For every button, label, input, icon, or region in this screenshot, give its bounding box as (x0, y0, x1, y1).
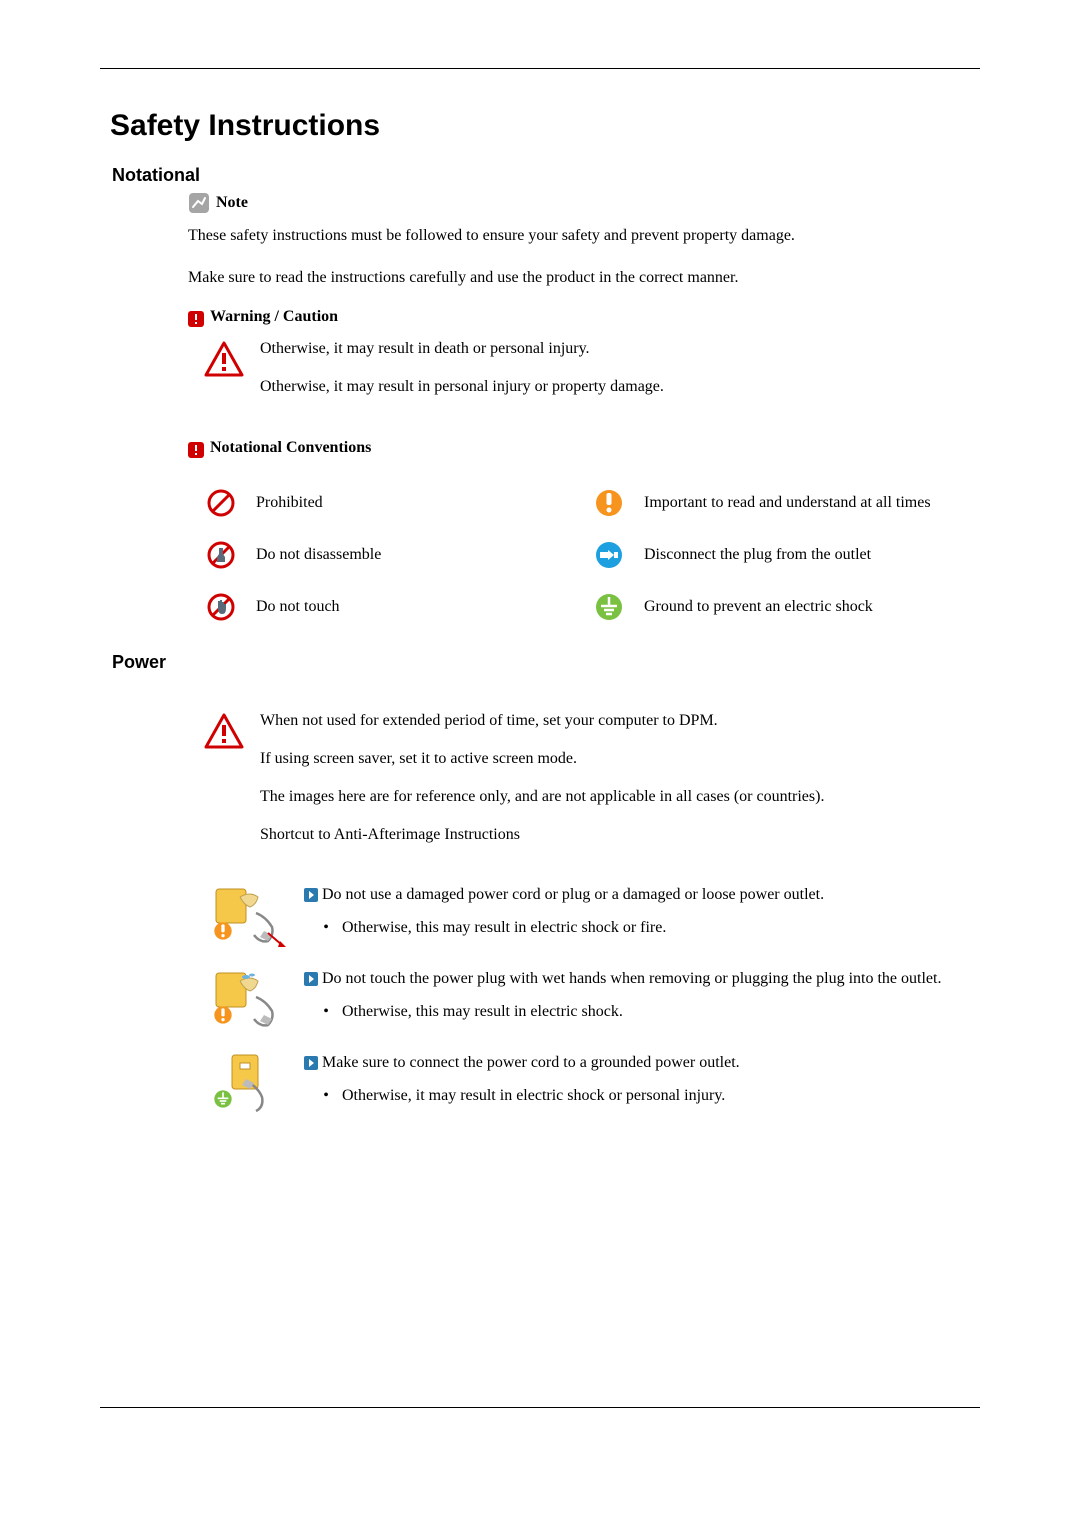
warning-triangle-icon (204, 713, 244, 756)
power-item-title: Do not use a damaged power cord or plug … (322, 883, 824, 906)
warning-heading-row: Warning / Caution (188, 308, 980, 327)
power-item-body: Do not use a damaged power cord or plug … (304, 883, 980, 939)
bullet-dot: • (318, 916, 334, 939)
power-item-body: Make sure to connect the power cord to a… (304, 1051, 980, 1107)
power-item-title: Do not touch the power plug with wet han… (322, 967, 941, 990)
convention-label: Do not touch (256, 596, 364, 618)
conventions-row: Do not disassemble Disconnect the plug f… (204, 540, 980, 570)
no-disassemble-icon (204, 540, 238, 570)
exclamation-icon (188, 442, 204, 458)
convention-cell: Important to read and understand at all … (592, 488, 980, 518)
convention-cell: Disconnect the plug from the outlet (592, 540, 980, 570)
power-item: Do not use a damaged power cord or plug … (210, 883, 980, 949)
power-item-title: Make sure to connect the power cord to a… (322, 1051, 740, 1074)
intro-paragraph-2: Make sure to read the instructions caref… (188, 266, 980, 290)
power-item: Make sure to connect the power cord to a… (210, 1051, 980, 1117)
power-item-bullet: • Otherwise, this may result in electric… (318, 1000, 968, 1023)
power-item-bullet-text: Otherwise, this may result in electric s… (342, 916, 666, 939)
convention-label: Prohibited (256, 492, 347, 514)
warning-triangle-icon (204, 341, 244, 384)
power-item-body: Do not touch the power plug with wet han… (304, 967, 980, 1023)
power-item-bullet-text: Otherwise, this may result in electric s… (342, 1000, 623, 1023)
arrow-bullet-icon (304, 1054, 318, 1068)
power-item-bullet-text: Otherwise, it may result in electric sho… (342, 1084, 725, 1107)
convention-cell: Prohibited (204, 488, 592, 518)
warning-line-1: Otherwise, it may result in death or per… (260, 337, 664, 361)
power-item-bullet: • Otherwise, it may result in electric s… (318, 1084, 968, 1107)
power-item-illustration (210, 967, 288, 1033)
important-icon (213, 1005, 233, 1030)
warning-caution-heading: Warning / Caution (210, 308, 338, 326)
prohibited-icon (204, 488, 238, 518)
no-touch-icon (204, 592, 238, 622)
warning-line-2: Otherwise, it may result in personal inj… (260, 375, 664, 399)
convention-cell: Do not touch (204, 592, 592, 622)
power-p2: If using screen saver, set it to active … (260, 747, 824, 771)
power-item-illustration (210, 883, 288, 949)
convention-label: Disconnect the plug from the outlet (644, 544, 895, 566)
section-heading-power: Power (112, 652, 980, 673)
convention-cell: Do not disassemble (204, 540, 592, 570)
arrow-bullet-icon (304, 970, 318, 984)
conventions-row: Prohibited Important to read and underst… (204, 488, 980, 518)
conventions-heading-row: Notational Conventions (188, 439, 980, 458)
ground-icon (592, 592, 626, 622)
main-title: Safety Instructions (110, 109, 980, 143)
ground-icon (213, 1089, 233, 1114)
conventions-row: Do not touch Ground to prevent an electr… (204, 592, 980, 622)
power-item-illustration (210, 1051, 288, 1117)
note-icon (188, 192, 210, 214)
power-p4: Shortcut to Anti-Afterimage Instructions (260, 823, 824, 847)
note-label: Note (216, 194, 248, 212)
power-item-title-row: Do not touch the power plug with wet han… (304, 967, 968, 990)
convention-cell: Ground to prevent an electric shock (592, 592, 980, 622)
power-item-title-row: Make sure to connect the power cord to a… (304, 1051, 968, 1074)
power-p3: The images here are for reference only, … (260, 785, 824, 809)
warning-text-column: Otherwise, it may result in death or per… (260, 337, 664, 413)
exclamation-icon (188, 311, 204, 327)
section-heading-notational: Notational (112, 165, 980, 186)
power-item-bullet: • Otherwise, this may result in electric… (318, 916, 968, 939)
arrow-bullet-icon (304, 886, 318, 900)
convention-label: Do not disassemble (256, 544, 405, 566)
warning-caution-block: Otherwise, it may result in death or per… (204, 337, 980, 413)
power-intro-block: When not used for extended period of tim… (204, 709, 980, 861)
convention-label: Important to read and understand at all … (644, 492, 955, 514)
important-icon (213, 921, 233, 946)
power-p1: When not used for extended period of tim… (260, 709, 824, 733)
power-item: Do not touch the power plug with wet han… (210, 967, 980, 1033)
power-text-column: When not used for extended period of tim… (260, 709, 836, 861)
disconnect-plug-icon (592, 540, 626, 570)
conventions-heading: Notational Conventions (210, 439, 371, 457)
bullet-dot: • (318, 1000, 334, 1023)
intro-paragraph-1: These safety instructions must be follow… (188, 224, 980, 248)
note-row: Note (188, 192, 980, 214)
bullet-dot: • (318, 1084, 334, 1107)
important-icon (592, 488, 626, 518)
conventions-grid: Prohibited Important to read and underst… (204, 488, 980, 622)
power-item-title-row: Do not use a damaged power cord or plug … (304, 883, 968, 906)
page-frame: Safety Instructions Notational Note Thes… (100, 68, 980, 1408)
convention-label: Ground to prevent an electric shock (644, 596, 897, 618)
